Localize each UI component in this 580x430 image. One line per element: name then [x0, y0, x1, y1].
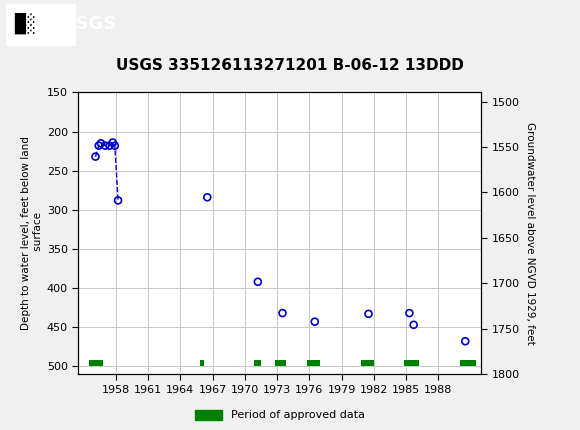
Point: [108, 139, 117, 146]
Point: [310, 318, 320, 325]
Point: [94, 142, 103, 149]
Bar: [275, 360, 286, 366]
Point: [278, 310, 287, 316]
Point: [202, 194, 212, 201]
Text: USGS: USGS: [61, 15, 116, 33]
Point: [405, 310, 414, 316]
Bar: [89, 360, 103, 366]
Bar: [307, 360, 320, 366]
Point: [91, 153, 100, 160]
Point: [409, 321, 418, 328]
Y-axis label: Groundwater level above NGVD 1929, feet: Groundwater level above NGVD 1929, feet: [525, 122, 535, 345]
Point: [114, 197, 123, 204]
Bar: [253, 360, 261, 366]
Bar: [404, 360, 419, 366]
Bar: [6, 4, 75, 45]
Point: [364, 310, 373, 317]
Legend: Period of approved data: Period of approved data: [190, 405, 369, 425]
Point: [110, 142, 119, 149]
Text: USGS 335126113271201 B-06-12 13DDD: USGS 335126113271201 B-06-12 13DDD: [116, 58, 464, 73]
Point: [96, 140, 106, 147]
Bar: [200, 360, 204, 366]
Point: [100, 142, 110, 149]
Point: [253, 278, 263, 285]
Bar: [460, 360, 476, 366]
Y-axis label: Depth to water level, feet below land
 surface: Depth to water level, feet below land su…: [21, 136, 42, 330]
Point: [461, 338, 470, 345]
Point: [105, 142, 114, 149]
Text: █░: █░: [14, 13, 36, 34]
Bar: [361, 360, 374, 366]
